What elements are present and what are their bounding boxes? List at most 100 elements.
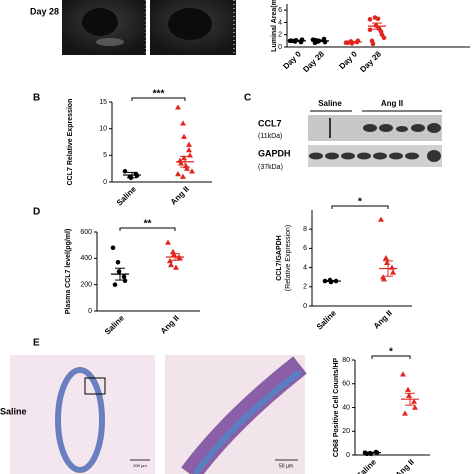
y-tick-label: 20 (342, 428, 350, 435)
y-tick-label: 60 (342, 381, 350, 388)
row-label: Saline (0, 406, 27, 416)
vessel-wall (181, 356, 307, 474)
data-point (189, 168, 195, 174)
blot-row-size: (11kDa) (258, 133, 282, 140)
data-point (186, 141, 192, 147)
data-point (186, 147, 192, 153)
data-point (173, 264, 179, 270)
blot-row-size: (37kDa) (258, 164, 283, 171)
data-point (370, 41, 376, 47)
data-point (181, 133, 187, 139)
data-point (180, 120, 186, 126)
day-label: Day 28 (30, 6, 59, 16)
blot-group: Ang II (381, 99, 403, 108)
y-tick-label: 4 (303, 264, 307, 271)
significance-label: ** (144, 219, 152, 230)
significance-bracket (331, 205, 389, 209)
y-tick-label: 5 (103, 152, 107, 159)
data-point (367, 17, 373, 22)
significance-bracket (371, 355, 411, 359)
y-axis-label: CCL7/GAPDH (276, 235, 283, 281)
blot-row-name: GAPDH (258, 148, 291, 158)
data-point (367, 27, 373, 33)
data-point (378, 216, 384, 222)
y-tick-label: 8 (303, 226, 307, 233)
zoom-box (84, 377, 106, 395)
panel-label: B (33, 93, 40, 104)
x-tick-label: Saline (315, 308, 338, 331)
y-tick-label: 0 (103, 179, 107, 186)
data-point (175, 171, 181, 177)
scale-text: 200 μm (133, 463, 147, 468)
data-point (381, 35, 387, 41)
blot-group: Saline (318, 99, 342, 108)
x-tick-label: Saline (115, 184, 138, 207)
x-tick-label: Saline (103, 313, 126, 336)
data-point (383, 255, 389, 261)
y-tick-label: 0 (346, 452, 350, 459)
x-tick-label: Ang II (394, 458, 416, 474)
x-tick-label: Ang II (159, 314, 181, 336)
y-tick-label: 4 (278, 19, 282, 26)
data-point (405, 386, 411, 392)
data-point (411, 398, 417, 404)
y-tick-label: 400 (80, 255, 92, 262)
data-point (115, 259, 121, 265)
panel-label: D (33, 207, 40, 218)
data-point (184, 165, 190, 171)
y-tick-label: 0 (303, 303, 307, 310)
data-point (165, 239, 171, 245)
data-point (400, 371, 406, 377)
panel-label: E (33, 338, 40, 349)
blot-row-name: CCL7 (258, 118, 282, 128)
data-point (390, 269, 396, 275)
y-tick-label: 2 (303, 284, 307, 291)
y-tick-label: 10 (99, 126, 107, 133)
data-point (175, 104, 181, 110)
x-tick-label: Day 28 (358, 49, 383, 74)
data-point (177, 255, 183, 261)
significance-bracket (119, 227, 176, 231)
y-tick-label: 2 (278, 32, 282, 39)
data-point (178, 160, 184, 166)
x-tick-label: Day 28 (301, 49, 326, 74)
y-tick-label: 40 (342, 404, 350, 411)
data-point (168, 261, 174, 268)
histology-image (10, 355, 155, 474)
vessel-lumen (168, 8, 212, 40)
y-axis-sublabel: (Relative Expression) (285, 225, 292, 292)
data-point (412, 404, 418, 410)
y-axis-label: Luminal Area(m (271, 0, 278, 52)
significance-label: * (389, 347, 393, 358)
data-point (112, 282, 118, 287)
y-tick-label: 15 (99, 99, 107, 106)
x-tick-label: Saline (355, 457, 378, 474)
data-point (122, 169, 128, 174)
significance-label: *** (153, 89, 165, 100)
data-point (376, 26, 382, 31)
data-point (110, 245, 116, 251)
significance-bracket (131, 97, 186, 101)
y-axis-label: CD68 Positive Cell Counts/HP (333, 358, 340, 458)
data-point (375, 16, 381, 22)
data-point (121, 274, 127, 280)
y-tick-label: 200 (80, 282, 92, 289)
data-point (116, 269, 122, 274)
data-point (181, 155, 187, 161)
vessel-wall (192, 369, 302, 474)
y-axis-label: CCL7 Relative Expression (67, 99, 74, 186)
y-tick-label: 0 (88, 308, 92, 315)
x-tick-label: Ang II (372, 309, 394, 331)
scale-text: 50 μm (279, 463, 293, 469)
y-tick-label: 6 (303, 245, 307, 252)
x-tick-label: Ang II (169, 185, 191, 207)
y-tick-label: 0 (278, 44, 282, 51)
significance-label: * (358, 197, 362, 208)
data-point (381, 276, 387, 282)
data-point (122, 278, 128, 284)
vessel-lumen (82, 8, 118, 36)
y-tick-label: 600 (80, 229, 92, 236)
vessel-wall (55, 367, 105, 473)
echo (96, 38, 124, 46)
